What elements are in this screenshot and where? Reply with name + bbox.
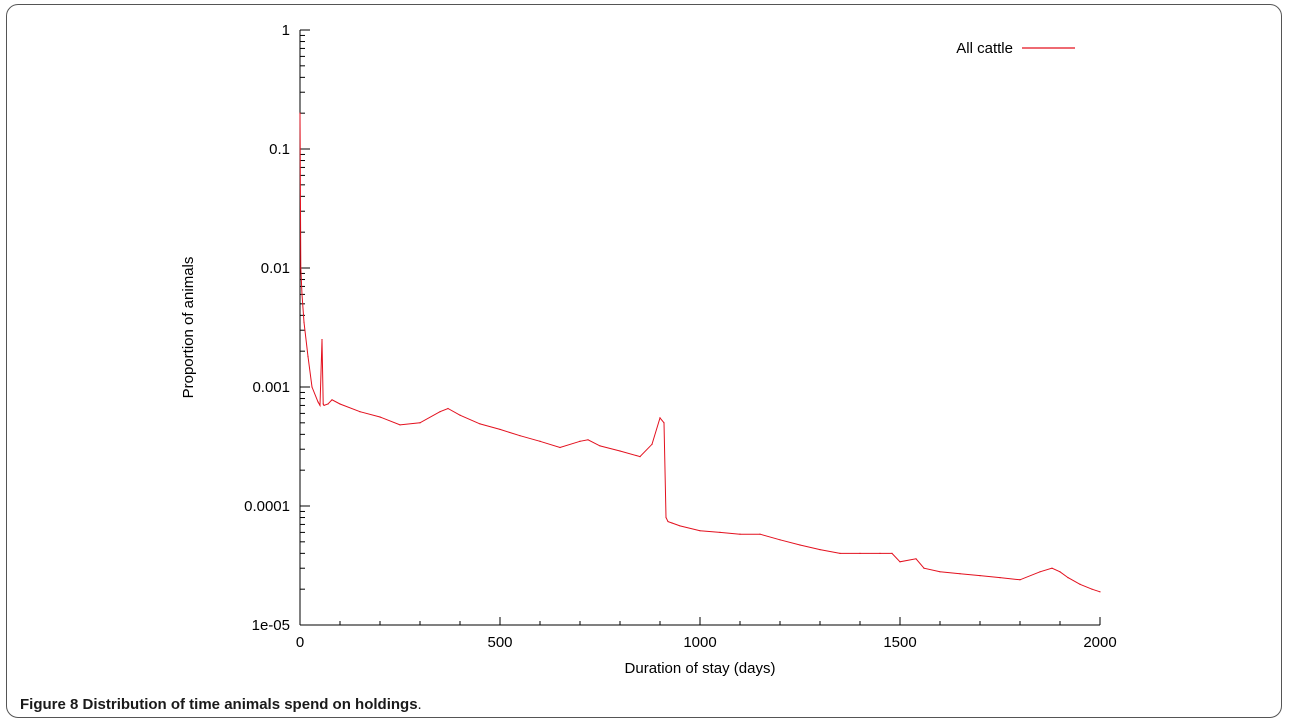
data-point [300,267,302,269]
data-point [587,439,589,441]
data-point [1099,591,1101,593]
y-tick-label: 1 [282,22,290,39]
data-point [915,558,917,560]
y-tick-label: 0.01 [261,260,290,277]
data-point [599,445,601,447]
legend: All cattle [956,40,1075,57]
y-tick-label: 0.1 [269,141,290,158]
data-point [959,573,961,575]
data-point [1079,583,1081,585]
data-point [679,525,681,527]
data-point [667,520,669,523]
data-point [447,407,449,410]
data-point [327,403,329,405]
data-point [899,561,901,563]
data-point [1039,571,1041,573]
data-point [671,522,673,524]
data-point [479,423,481,425]
figure-caption: Figure 8 Distribution of time animals sp… [20,696,422,713]
data-point [651,443,653,445]
data-point [301,293,303,295]
y-tick-label: 0.0001 [244,498,290,515]
data-point [839,552,841,554]
data-point [339,403,341,405]
data-point [399,424,401,426]
data-point [459,414,461,416]
data-point [891,552,893,554]
series-layer [299,112,1101,593]
data-point [699,530,701,532]
data-point [879,552,881,554]
y-ticks: 1 0.1 0.01 0.001 0.0001 1e-05 [244,22,310,634]
x-tick-label: 0 [296,634,304,651]
x-axis-label: Duration of stay (days) [625,660,776,677]
data-point [307,356,309,358]
data-point [439,411,441,413]
data-point [322,403,324,405]
data-point [317,401,319,403]
figure-title: Distribution of time animals spend on ho… [82,696,418,713]
data-point [1051,567,1053,569]
data-point [923,567,925,569]
data-point [303,321,305,323]
caption-period: . [417,696,422,713]
data-point [1019,579,1021,581]
data-point [1091,588,1093,590]
data-point [979,575,981,577]
data-point [639,456,641,458]
data-point [299,112,301,114]
data-point [539,440,541,442]
data-point [519,435,521,437]
data-point [999,577,1001,579]
data-point [939,571,941,573]
y-tick-label: 1e-05 [252,617,290,634]
data-point [1067,577,1069,579]
data-point [779,539,781,541]
data-point [663,422,665,424]
data-point [1059,571,1061,573]
data-point [659,417,661,419]
data-point [379,416,381,418]
x-tick-label: 1000 [683,634,716,651]
data-point [719,531,721,534]
data-point [323,404,325,407]
y-tick-label: 0.001 [252,379,290,396]
data-point [859,552,861,554]
data-point [359,411,361,413]
data-point [331,399,333,401]
series-line-0 [299,113,1101,593]
data-point [819,549,821,551]
data-point [321,339,323,341]
data-point [619,450,621,452]
data-point [739,533,741,535]
data-point [579,440,581,442]
data-point [559,446,561,449]
data-point [319,404,321,407]
x-tick-label: 500 [487,634,512,651]
figure-number: Figure 8 [20,696,79,713]
data-point [759,533,761,535]
data-point [799,544,801,546]
legend-label: All cattle [956,40,1013,57]
x-tick-label: 2000 [1083,634,1116,651]
data-point [499,428,501,431]
data-point [311,386,313,388]
figure-frame [6,4,1282,718]
plot-axes [299,30,1100,626]
y-axis-label: Proportion of animals [180,257,197,399]
data-point [665,516,667,519]
x-tick-label: 1500 [883,634,916,651]
x-ticks: 0 500 1000 1500 2000 [296,617,1117,651]
data-point [419,422,421,424]
